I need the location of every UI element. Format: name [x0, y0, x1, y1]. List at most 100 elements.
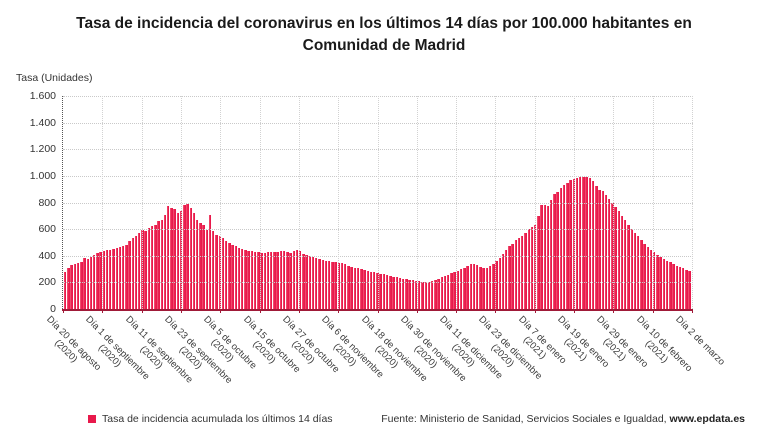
- bar: [627, 224, 630, 309]
- bar: [99, 252, 102, 309]
- bar: [646, 247, 650, 309]
- bar: [521, 235, 524, 309]
- bar: [672, 264, 675, 309]
- bar: [302, 253, 305, 309]
- bar: [67, 268, 70, 309]
- bar: [382, 274, 386, 309]
- bar: [411, 280, 415, 309]
- bar: [215, 234, 218, 309]
- bar: [437, 278, 440, 309]
- y-axis-title: Tasa (Unidades): [16, 72, 93, 84]
- bar: [479, 267, 482, 309]
- bar: [443, 276, 447, 309]
- bar: [398, 278, 402, 309]
- bar: [643, 243, 646, 309]
- bar: [321, 260, 324, 309]
- bar: [273, 251, 276, 309]
- bar: [208, 214, 212, 309]
- x-axis-tick: [534, 309, 536, 313]
- x-axis-tick: [495, 309, 497, 313]
- bar: [688, 271, 691, 309]
- bar: [463, 267, 466, 309]
- bar: [601, 191, 604, 309]
- bar: [633, 233, 637, 309]
- bar: [653, 252, 656, 309]
- gridline-vertical: [180, 96, 182, 309]
- bar: [379, 273, 382, 309]
- gridline-vertical: [102, 96, 104, 309]
- bar: [385, 275, 389, 309]
- source-note: Fuente: Ministerio de Sanidad, Servicios…: [381, 413, 745, 425]
- bar: [488, 266, 492, 309]
- bar: [553, 193, 556, 309]
- bar: [456, 271, 460, 309]
- gridline-vertical: [574, 96, 576, 309]
- bar: [665, 260, 669, 309]
- bar: [395, 277, 398, 309]
- bar: [286, 252, 289, 309]
- bar: [202, 224, 205, 309]
- bar: [617, 211, 621, 309]
- gridline-vertical: [534, 96, 536, 309]
- bar: [170, 207, 173, 309]
- x-axis-tick: [180, 309, 182, 313]
- bar: [575, 177, 579, 309]
- bar: [334, 262, 337, 309]
- bar: [347, 265, 350, 309]
- bar: [401, 278, 405, 309]
- y-tick-label: 1.600: [29, 90, 56, 102]
- bar: [469, 264, 472, 309]
- bar: [376, 272, 379, 309]
- x-axis-tick: [456, 309, 458, 313]
- bar: [234, 246, 238, 309]
- gridline-vertical: [141, 96, 143, 309]
- bar: [366, 270, 369, 309]
- bar: [466, 266, 469, 309]
- bar: [80, 261, 83, 309]
- y-tick-label: 1.000: [29, 169, 56, 182]
- bar: [511, 243, 514, 309]
- bar: [327, 261, 331, 309]
- x-axis-tick: [102, 309, 104, 313]
- bar: [421, 281, 424, 309]
- bar: [373, 272, 376, 309]
- bar: [257, 252, 260, 309]
- bar: [485, 267, 489, 309]
- bar: [250, 251, 254, 309]
- bar: [224, 241, 228, 309]
- bar: [324, 260, 328, 309]
- bar: [559, 187, 563, 309]
- bar: [344, 264, 347, 309]
- bar: [131, 238, 135, 309]
- gridline-vertical: [298, 96, 300, 309]
- y-tick-label: 200: [38, 276, 56, 289]
- bar: [514, 240, 518, 309]
- bar: [418, 281, 421, 309]
- source-link[interactable]: www.epdata.es: [669, 413, 745, 425]
- bar: [424, 281, 427, 309]
- bar: [450, 273, 453, 309]
- bar: [440, 277, 444, 309]
- bar: [241, 249, 244, 309]
- bar: [282, 251, 286, 309]
- bar: [125, 244, 128, 309]
- bar: [669, 262, 672, 309]
- x-axis-tick: [692, 309, 693, 313]
- bar: [598, 189, 601, 309]
- bar: [228, 243, 231, 309]
- bar: [96, 253, 99, 309]
- gridline-vertical: [456, 96, 458, 309]
- bar: [504, 250, 508, 309]
- plot-area: [62, 96, 693, 313]
- bar: [459, 269, 463, 309]
- bar: [588, 177, 592, 309]
- x-axis-tick: [613, 309, 615, 313]
- bar: [517, 237, 521, 309]
- chart-footer: Tasa de incidencia acumulada los últimos…: [0, 411, 768, 429]
- bar: [662, 259, 666, 309]
- bar: [604, 195, 608, 309]
- bar: [298, 251, 302, 309]
- bar: [540, 204, 543, 309]
- bar: [199, 223, 202, 309]
- bar: [356, 268, 360, 309]
